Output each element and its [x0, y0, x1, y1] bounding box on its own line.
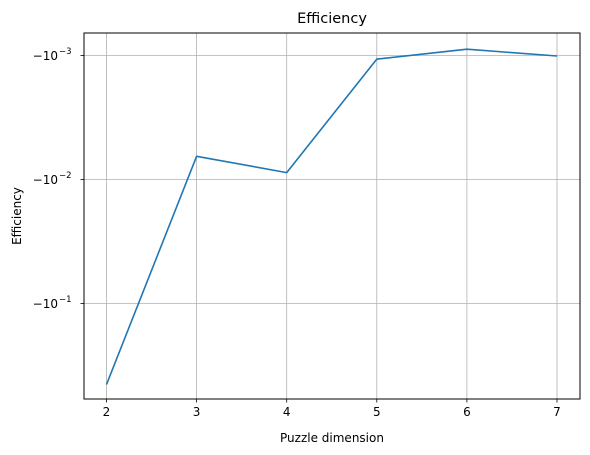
y-tick-label: −10: [33, 49, 58, 63]
y-axis: −10 −3−10 −2−10 −1: [33, 47, 84, 311]
x-tick-label: 2: [103, 405, 111, 419]
x-tick-label: 4: [283, 405, 291, 419]
series-line: [105, 48, 558, 385]
y-tick-exponent: −3: [59, 47, 72, 57]
x-tick-label: 7: [553, 405, 561, 419]
y-tick-exponent: −1: [59, 295, 72, 305]
x-axis-label: Puzzle dimension: [280, 431, 384, 445]
plot-frame: [83, 32, 581, 400]
y-tick-label: −10: [33, 297, 58, 311]
series-layer: [105, 48, 558, 385]
y-tick-exponent: −2: [59, 171, 72, 181]
chart-title: Efficiency: [297, 11, 367, 27]
y-tick-label: −10: [33, 173, 58, 187]
grid: [84, 33, 580, 399]
x-tick-label: 3: [193, 405, 201, 419]
x-axis: 2 3 4 5 6 7: [103, 399, 561, 419]
x-tick-label: 6: [463, 405, 471, 419]
x-tick-label: 5: [373, 405, 381, 419]
y-axis-label: Efficiency: [10, 187, 24, 245]
